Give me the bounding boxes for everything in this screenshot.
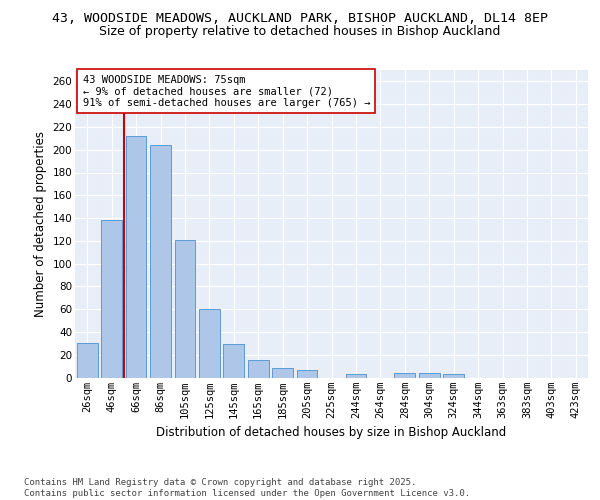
Bar: [77, 344, 98, 378]
Bar: [248, 360, 269, 378]
Bar: [394, 373, 415, 378]
Bar: [125, 136, 146, 378]
Bar: [419, 373, 440, 378]
Text: Contains HM Land Registry data © Crown copyright and database right 2025.
Contai: Contains HM Land Registry data © Crown c…: [24, 478, 470, 498]
Bar: [199, 309, 220, 378]
Bar: [272, 368, 293, 378]
Y-axis label: Number of detached properties: Number of detached properties: [34, 130, 47, 317]
X-axis label: Distribution of detached houses by size in Bishop Auckland: Distribution of detached houses by size …: [157, 426, 506, 439]
Text: Size of property relative to detached houses in Bishop Auckland: Size of property relative to detached ho…: [100, 26, 500, 38]
Text: 43, WOODSIDE MEADOWS, AUCKLAND PARK, BISHOP AUCKLAND, DL14 8EP: 43, WOODSIDE MEADOWS, AUCKLAND PARK, BIS…: [52, 12, 548, 26]
Bar: [223, 344, 244, 378]
Text: 43 WOODSIDE MEADOWS: 75sqm
← 9% of detached houses are smaller (72)
91% of semi-: 43 WOODSIDE MEADOWS: 75sqm ← 9% of detac…: [83, 74, 370, 108]
Bar: [296, 370, 317, 378]
Bar: [101, 220, 122, 378]
Bar: [175, 240, 196, 378]
Bar: [150, 145, 171, 378]
Bar: [346, 374, 367, 378]
Bar: [443, 374, 464, 378]
